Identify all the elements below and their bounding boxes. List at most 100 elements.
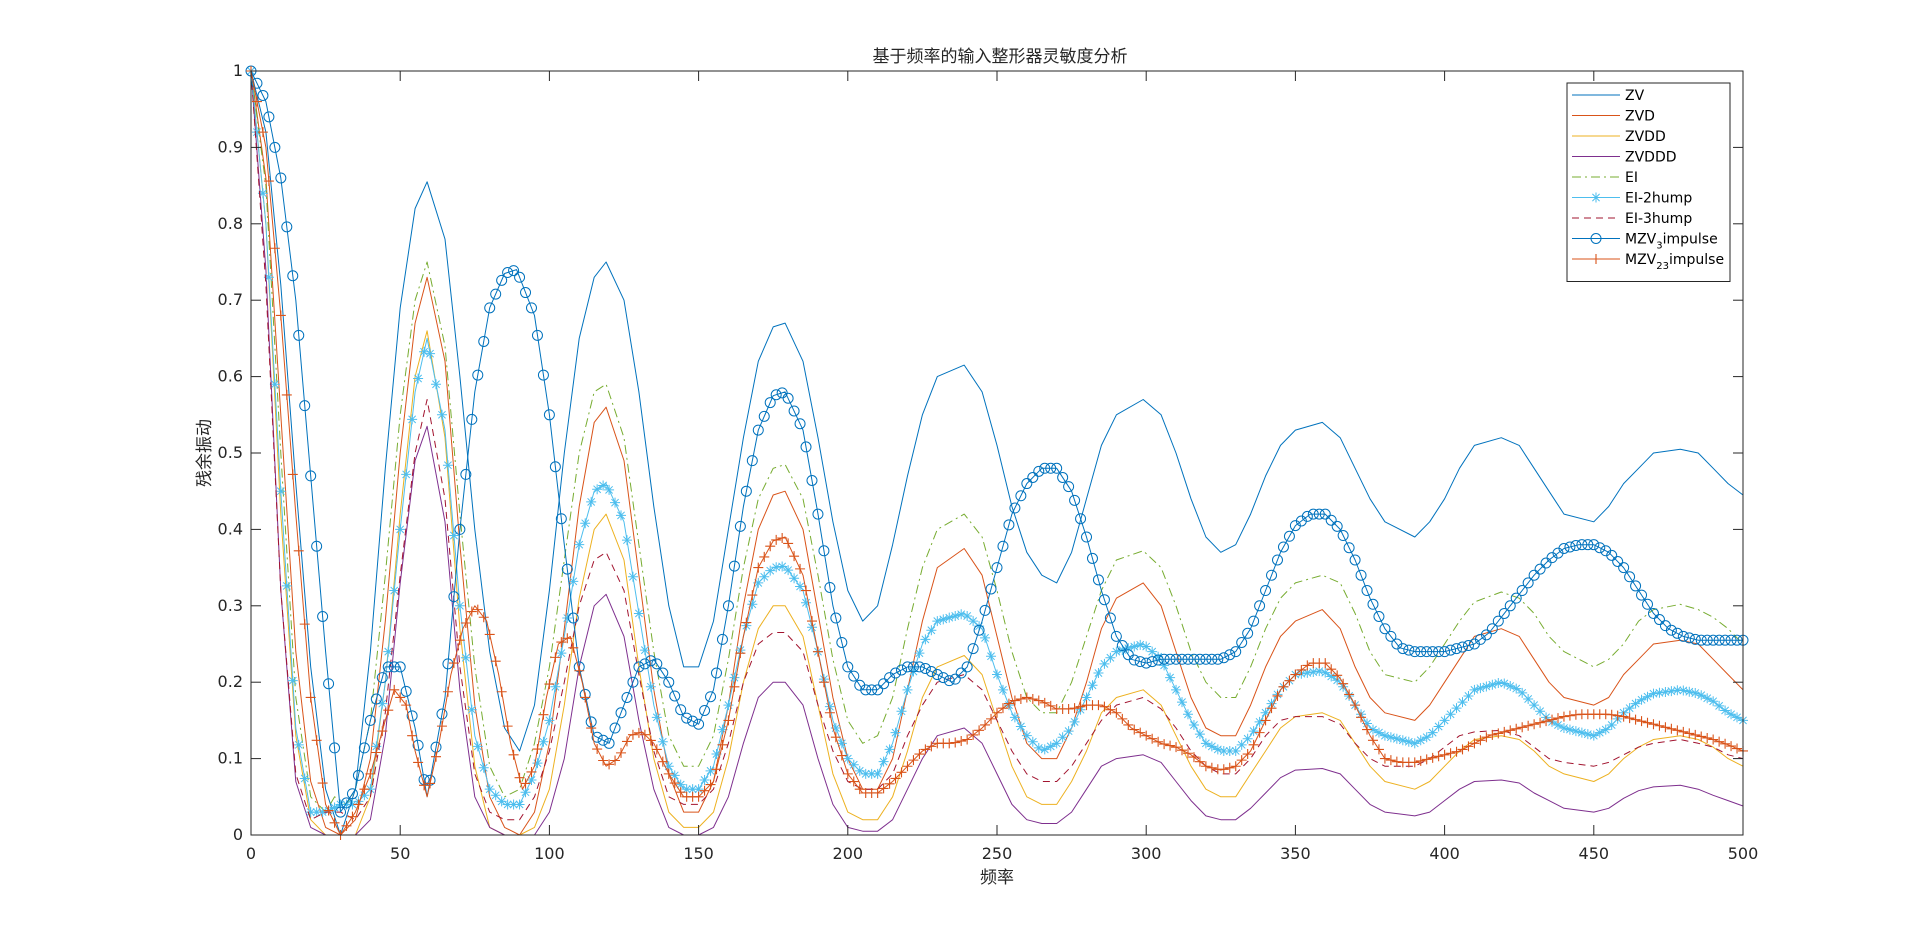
data-point	[263, 111, 275, 123]
data-point	[555, 513, 567, 525]
data-point	[991, 562, 1003, 574]
legend-item-mzv23impulse[interactable]: MZV23impulse	[1572, 252, 1724, 272]
legend-item-ei-3hump[interactable]: EI-3hump	[1572, 211, 1692, 227]
legend-item-mzv3impulse[interactable]: MZV3impulse	[1572, 232, 1718, 252]
data-point	[788, 405, 800, 417]
data-point	[890, 667, 902, 679]
data-point	[1731, 634, 1743, 646]
data-point	[610, 497, 621, 508]
data-point	[1086, 552, 1098, 564]
data-point	[394, 661, 406, 673]
legend-item-ei-2hump[interactable]: EI-2hump	[1572, 191, 1692, 207]
data-point	[1194, 653, 1206, 665]
data-point	[663, 761, 674, 772]
data-point	[1356, 712, 1367, 723]
data-point	[657, 756, 668, 767]
data-point	[663, 768, 674, 779]
y-tick-label: 0.7	[218, 290, 243, 309]
data-point	[610, 755, 621, 766]
data-point	[592, 744, 603, 755]
data-point	[520, 787, 531, 798]
data-point	[1009, 712, 1020, 723]
data-point	[1732, 743, 1743, 754]
data-point	[442, 460, 453, 471]
data-point	[484, 784, 495, 795]
data-point	[1684, 728, 1695, 739]
data-point	[1051, 462, 1063, 474]
data-point	[1732, 712, 1743, 723]
data-point	[305, 470, 317, 482]
data-point	[1302, 660, 1313, 671]
legend-item-zvdd[interactable]: ZVDD	[1572, 129, 1666, 145]
data-point	[1248, 726, 1259, 737]
data-point	[764, 397, 776, 409]
data-point	[1636, 589, 1648, 601]
data-point	[544, 679, 555, 690]
data-point	[842, 661, 854, 673]
data-point	[1421, 754, 1432, 765]
data-point	[997, 540, 1009, 552]
data-point	[1003, 698, 1014, 709]
data-point	[795, 563, 806, 574]
legend[interactable]: ZV ZVD ZVDD ZVDDD EI EI-2hump EI-3hump MZV3impu…	[1566, 82, 1731, 282]
data-point	[1338, 678, 1349, 689]
x-tick-label: 250	[982, 844, 1013, 863]
legend-item-zvddd[interactable]: ZVDDD	[1572, 150, 1677, 166]
data-point	[1415, 755, 1426, 766]
data-point	[1200, 738, 1211, 749]
data-point	[1362, 724, 1373, 735]
x-tick-label: 0	[246, 844, 256, 863]
data-point	[508, 265, 520, 277]
data-point	[884, 744, 895, 755]
data-point	[616, 747, 627, 758]
data-point	[986, 651, 997, 662]
data-point	[472, 741, 483, 752]
data-point	[490, 656, 501, 667]
data-point	[538, 736, 549, 747]
data-point	[538, 709, 549, 720]
data-point	[1594, 542, 1606, 554]
data-point	[478, 612, 489, 623]
data-point	[353, 799, 364, 810]
data-point	[377, 726, 388, 737]
data-point	[526, 774, 537, 785]
data-point	[454, 600, 465, 611]
series-line	[250, 70, 1744, 836]
data-point	[1182, 653, 1194, 665]
data-point	[920, 744, 931, 755]
data-point	[699, 774, 710, 785]
data-point	[508, 749, 519, 760]
data-point	[532, 758, 543, 769]
data-point	[460, 652, 471, 663]
data-point	[502, 267, 514, 279]
data-point	[1695, 634, 1707, 646]
data-point	[1606, 549, 1618, 561]
legend-item-zv[interactable]: ZV	[1572, 88, 1645, 104]
y-tick-label: 0.8	[218, 214, 243, 233]
data-point	[758, 410, 770, 422]
data-point	[1254, 716, 1265, 727]
series-layer	[245, 65, 1749, 840]
data-point	[514, 772, 525, 783]
data-point	[693, 784, 704, 795]
data-point	[281, 580, 292, 591]
series-zvdd	[250, 70, 1744, 836]
data-point	[836, 636, 848, 648]
data-point	[1081, 692, 1092, 703]
data-point	[1104, 612, 1116, 624]
data-point	[1087, 680, 1098, 691]
data-point	[532, 744, 543, 755]
data-point	[1439, 646, 1451, 658]
legend-item-ei[interactable]: EI	[1572, 170, 1638, 186]
data-point	[251, 77, 263, 89]
legend-box	[1566, 82, 1731, 282]
data-point	[848, 759, 859, 770]
data-point	[651, 744, 662, 755]
data-point	[1212, 744, 1223, 755]
data-point	[1636, 716, 1647, 727]
data-point	[872, 684, 884, 696]
legend-item-zvd[interactable]: ZVD	[1572, 109, 1655, 125]
data-point	[836, 738, 847, 749]
data-point	[1165, 672, 1176, 683]
data-point	[1481, 681, 1492, 692]
